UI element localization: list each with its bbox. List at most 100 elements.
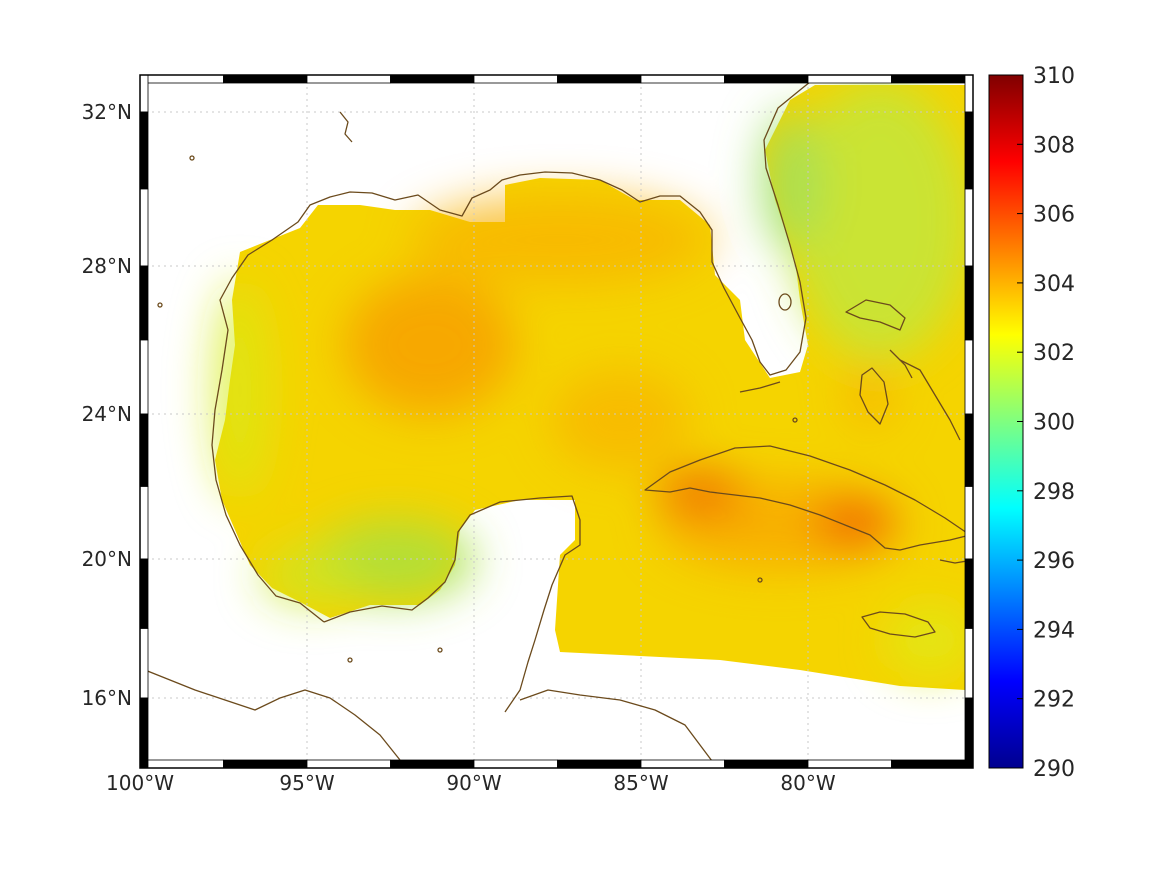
frame-segment-left: [139, 188, 149, 267]
x-tick-label-100w: 100°W: [106, 771, 174, 795]
x-tick-label-80w: 80°W: [780, 771, 835, 795]
bahamas-andros: [859, 367, 889, 425]
y-axis-labels: 32°N 28°N 24°N 20°N 16°N: [82, 100, 132, 710]
frame-segment-right: [964, 628, 974, 699]
y-tick-label-24n: 24°N: [82, 402, 132, 426]
frame-segment-right: [964, 339, 974, 415]
central-gulf-warm-core: [345, 275, 515, 415]
frame-segment-right: [964, 265, 974, 341]
frame-segment-top: [223, 74, 308, 84]
frame-segment-bottom: [473, 759, 558, 769]
islet: [792, 417, 798, 423]
x-tick-label-90w: 90°W: [446, 771, 501, 795]
colorbar-tick-label: 310: [1033, 64, 1075, 89]
sst-field: [212, 80, 973, 690]
central-america-coastline: [140, 667, 401, 761]
campeche-cool: [260, 545, 360, 605]
gulf-coastline: [211, 77, 816, 623]
y-tick-label-20n: 20°N: [82, 547, 132, 571]
y-tick-label-32n: 32°N: [82, 100, 132, 124]
x-axis-labels: 100°W 95°W 90°W 85°W 80°W: [106, 771, 836, 795]
frame-segment-left: [139, 628, 149, 699]
frame-segment-left: [139, 111, 149, 190]
bahamas-abaco: [845, 299, 906, 331]
cuba-hotspot-west: [655, 470, 745, 514]
frame-segment-top: [139, 74, 224, 84]
frame-segment-bottom: [139, 759, 224, 769]
frame-segment-right: [964, 111, 974, 190]
frame-segment-bottom: [640, 759, 725, 769]
bahamas-exumas: [889, 349, 913, 379]
cuba-island: [644, 445, 971, 551]
frame-segment-right: [964, 413, 974, 487]
frame-segment-right: [964, 188, 974, 267]
frame-segment-top: [306, 74, 391, 84]
frame-segment-top: [724, 74, 809, 84]
frame-segment-top: [390, 74, 475, 84]
atlantic-cool: [790, 80, 970, 360]
frame-segment-left: [139, 413, 149, 487]
caribbean-south-east: [885, 605, 973, 675]
northern-gulf-warm: [410, 195, 710, 285]
frame-segment-bottom: [306, 759, 391, 769]
bermuda-area-islets: [339, 111, 353, 143]
x-tick-label-95w: 95°W: [279, 771, 334, 795]
frame-segment-bottom: [891, 759, 974, 769]
frame-segment-bottom: [807, 759, 892, 769]
y-tick-label-16n: 16°N: [82, 686, 132, 710]
frame-segment-top: [640, 74, 725, 84]
frame-segment-left: [139, 74, 149, 113]
islet: [157, 302, 163, 308]
colorbar-tick-label: 290: [1033, 757, 1075, 782]
islet: [757, 577, 763, 583]
frame-segment-top: [557, 74, 642, 84]
x-tick-label-85w: 85°W: [613, 771, 668, 795]
frame-segment-top: [473, 74, 558, 84]
map-frame: [139, 74, 974, 769]
eastern-gulf-warm: [550, 370, 690, 470]
colorbar-tick-label: 298: [1033, 480, 1075, 505]
yucatan-coastline: [323, 495, 581, 713]
islet: [437, 647, 443, 653]
western-gulf-cool: [212, 280, 268, 500]
frame-segment-top: [807, 74, 892, 84]
colorbar-tick-label: 304: [1033, 272, 1075, 297]
florida-east-cool: [760, 110, 820, 250]
colorbar-tick-label: 306: [1033, 203, 1075, 228]
frame-segment-left: [139, 697, 149, 769]
frame-segment-right: [964, 697, 974, 769]
cuba-hotspot-east: [815, 500, 895, 544]
islet: [189, 155, 195, 161]
frame-segment-left: [139, 558, 149, 629]
florida-keys: [739, 381, 781, 393]
colorbar-tick-label: 296: [1033, 549, 1075, 574]
colorbar-tick-label: 300: [1033, 411, 1075, 436]
colorbar-tick-label: 292: [1033, 688, 1075, 713]
frame-segment-top: [891, 74, 974, 84]
colorbar-tick-label: 308: [1033, 133, 1075, 158]
temperature-patches: [212, 80, 973, 675]
jamaica-island: [861, 611, 936, 638]
frame-segment-left: [139, 339, 149, 415]
frame-segment-bottom: [724, 759, 809, 769]
frame-segment-bottom: [223, 759, 308, 769]
bahamas-eleuthera: [899, 359, 961, 441]
map-frame-border: [139, 74, 974, 769]
frame-segment-right: [964, 74, 974, 113]
frame-segment-left: [139, 265, 149, 341]
bahamas-warm: [848, 365, 892, 425]
colorbar-tick-label: 302: [1033, 341, 1075, 366]
y-tick-label-28n: 28°N: [82, 254, 132, 278]
frame-segment-right: [964, 486, 974, 560]
islet: [347, 657, 353, 663]
frame-segment-bottom: [557, 759, 642, 769]
colorbar-ticks: 310 308 306 304 302 300 298 296 294 292 290: [1017, 64, 1075, 782]
colorbar-tick-label: 294: [1033, 618, 1075, 643]
honduras-coastline: [519, 689, 716, 766]
frame-segment-bottom: [390, 759, 475, 769]
frame-segment-left: [139, 486, 149, 560]
frame-segment-right: [964, 558, 974, 629]
lake-okeechobee: [778, 293, 792, 311]
coastlines: [140, 77, 973, 766]
